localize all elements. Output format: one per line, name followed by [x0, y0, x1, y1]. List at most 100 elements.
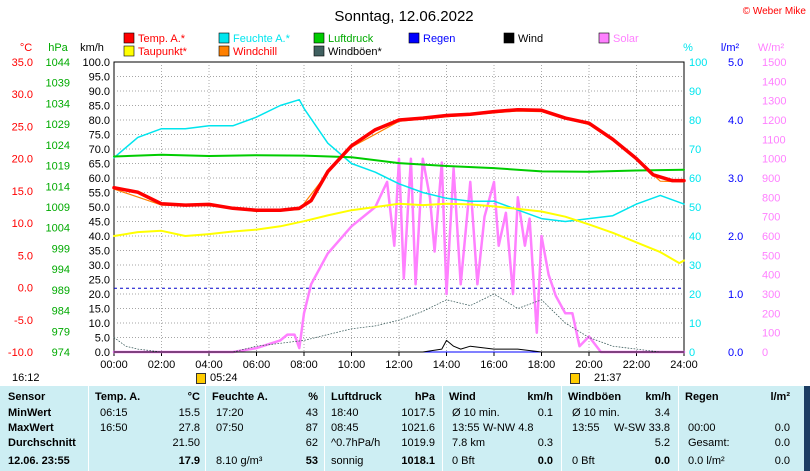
legend-label: Taupunkt*	[138, 46, 188, 58]
table-divider	[324, 386, 325, 471]
wind-tick-label: 10.0	[89, 318, 110, 330]
stats-gust-value: 5.2	[654, 437, 670, 449]
series-taupunkt	[113, 202, 685, 265]
stats-wind-value: 0.3	[537, 437, 553, 449]
legend-label: Windböen*	[328, 46, 383, 58]
chart-title: Sonntag, 12.06.2022	[334, 8, 473, 25]
temp-tick-label: 15.0	[12, 186, 33, 198]
humidity-tick-label: 20	[689, 289, 701, 301]
stats-temp-time: 06:15	[100, 407, 128, 419]
stats-header-humidity: Feuchte A.	[212, 391, 268, 403]
legend: Temp. A.* Feuchte A.* Luftdruck Regen Wind So…	[123, 32, 639, 58]
x-tick-label: 08:00	[290, 359, 318, 371]
humidity-tick-label: 90	[689, 86, 701, 98]
stats-gust-label: Ø 10 min.	[572, 407, 620, 419]
stats-humidity-value: 53	[305, 455, 318, 467]
pressure-tick-label: 994	[52, 264, 70, 276]
stats-temp-value: 15.5	[178, 407, 200, 419]
stats-temp-time: 16:50	[100, 422, 128, 434]
legend-swatch	[598, 32, 610, 44]
weather-chart: Sonntag, 12.06.2022 © Weber Mike Temp. A…	[8, 6, 807, 371]
solar-tick-label: 700	[762, 212, 780, 224]
stats-row-label: MinWert	[8, 407, 52, 419]
wind-tick-label: 75.0	[89, 130, 110, 142]
stats-row-label: MaxWert	[8, 422, 54, 434]
stats-humidity-value: 87	[305, 422, 318, 434]
solar-tick-label: 600	[762, 231, 780, 243]
pressure-tick-label: 1004	[46, 223, 70, 235]
stats-header-wind: Wind	[449, 391, 476, 403]
solar-tick-label: 500	[762, 250, 780, 262]
wind-tick-label: 5.0	[95, 333, 110, 345]
stats-pressure-time: 18:40	[331, 407, 359, 419]
sunset-icon	[570, 373, 580, 384]
stats-rain-value: 0.0	[774, 437, 790, 449]
stats-pressure-value: 1019.9	[401, 437, 435, 449]
pressure-unit-label: hPa	[48, 42, 68, 54]
stats-humidity-time: 07:50	[216, 422, 244, 434]
temp-tick-label: 35.0	[12, 57, 33, 69]
stats-pressure-time: ^0.7hPa/h	[331, 437, 381, 449]
wind-tick-label: 35.0	[89, 246, 110, 258]
legend-label: Temp. A.*	[138, 33, 186, 45]
stats-pressure-value: 1018.1	[401, 455, 435, 467]
legend-swatch	[123, 45, 135, 57]
wind-tick-label: 65.0	[89, 159, 110, 171]
stats-header-rain: Regen	[685, 391, 719, 403]
rain-tick-label: 5.0	[728, 57, 743, 69]
stats-wind-label: 0 Bft	[452, 455, 475, 467]
stats-temp-value: 21.50	[172, 437, 200, 449]
wind-tick-label: 40.0	[89, 231, 110, 243]
legend-swatch	[313, 45, 325, 57]
sunset-time: 21:37	[594, 372, 622, 384]
stats-header-gust: Windböen	[568, 391, 622, 403]
series-layer	[112, 98, 686, 354]
rain-unit-label: l/m²	[721, 42, 740, 54]
stats-table: Sensor Temp. A. °C Feuchte A.% Luftdruck hPa W…	[0, 386, 804, 471]
rain-tick-label: 3.0	[728, 173, 743, 185]
temp-tick-label: -5.0	[14, 315, 33, 327]
pressure-tick-label: 974	[52, 347, 70, 359]
stats-header-gust-unit: km/h	[645, 391, 671, 403]
legend-swatch	[123, 32, 135, 44]
table-divider	[678, 386, 679, 471]
wind-tick-label: 55.0	[89, 188, 110, 200]
wind-unit-label: km/h	[80, 42, 104, 54]
stats-temp-value: 27.8	[178, 422, 200, 434]
humidity-tick-label: 30	[689, 260, 701, 272]
x-tick-label: 06:00	[243, 359, 271, 371]
pressure-tick-label: 1019	[46, 161, 70, 173]
stats-header-sensor: Sensor	[8, 391, 46, 403]
wind-tick-label: 60.0	[89, 173, 110, 185]
pressure-tick-label: 1024	[46, 140, 70, 152]
x-tick-label: 16:00	[480, 359, 508, 371]
humidity-tick-label: 0	[689, 347, 695, 359]
stats-humidity-value: 43	[305, 407, 318, 419]
humidity-tick-label: 70	[689, 144, 701, 156]
x-tick-label: 20:00	[575, 359, 603, 371]
rain-tick-label: 1.0	[728, 289, 743, 301]
series-wind	[113, 339, 685, 353]
wind-tick-label: 45.0	[89, 217, 110, 229]
sunrise-icon	[196, 373, 206, 384]
wind-tick-label: 85.0	[89, 101, 110, 113]
stats-gust-value: 0.0	[654, 455, 670, 467]
wind-tick-label: 100.0	[82, 57, 110, 69]
rain-tick-label: 4.0	[728, 115, 743, 127]
humidity-tick-label: 10	[689, 318, 701, 330]
stats-header-temp: Temp. A.	[95, 391, 141, 403]
stats-wind-label: 13:55	[452, 422, 480, 434]
pressure-tick-label: 1029	[46, 119, 70, 131]
x-tick-label: 10:00	[338, 359, 366, 371]
humidity-tick-label: 100	[689, 57, 707, 69]
x-tick-label: 02:00	[148, 359, 176, 371]
stats-gust-label: 0 Bft	[572, 455, 595, 467]
pressure-tick-label: 1009	[46, 202, 70, 214]
stats-gust-value: 3.4	[654, 407, 670, 419]
legend-swatch	[218, 45, 230, 57]
credit-label: © Weber Mike	[743, 6, 807, 17]
legend-swatch	[218, 32, 230, 44]
table-divider	[88, 386, 89, 471]
stats-rain-value: 0.0	[774, 422, 790, 434]
x-tick-label: 18:00	[528, 359, 556, 371]
